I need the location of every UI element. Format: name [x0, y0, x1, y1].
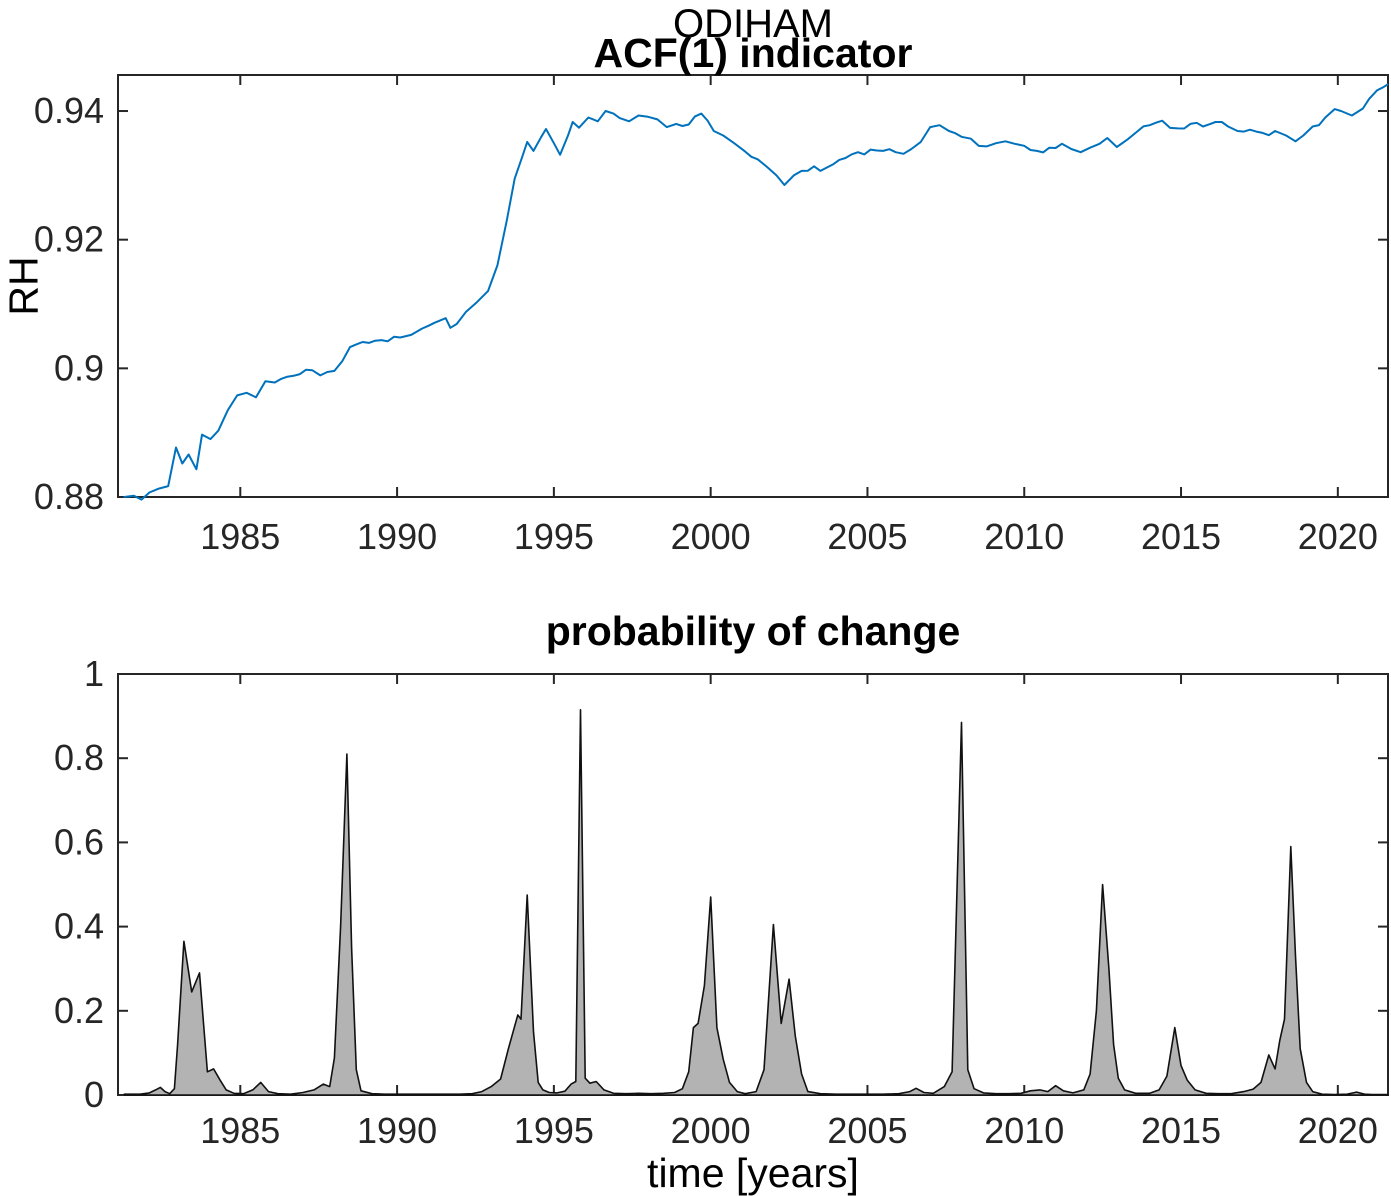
x-tick-label: 1985 [200, 516, 280, 557]
x-tick-label: 2005 [827, 516, 907, 557]
time-axis-label: time [years] [647, 1150, 859, 1196]
x-tick-label: 2020 [1298, 1110, 1378, 1151]
x-tick-label: 1985 [200, 1110, 280, 1151]
x-tick-label: 1990 [357, 516, 437, 557]
y-tick-label: 1 [84, 653, 104, 694]
x-tick-label: 2015 [1141, 516, 1221, 557]
acf-chart-title: ACF(1) indicator [593, 30, 913, 76]
y-tick-label: 0.92 [34, 219, 104, 260]
x-tick-label: 2005 [827, 1110, 907, 1151]
figure-suptitle: ODIHAM [673, 2, 833, 46]
x-tick-label: 1990 [357, 1110, 437, 1151]
x-tick-label: 1995 [514, 516, 594, 557]
rh-axis-label: RH [0, 256, 47, 316]
x-tick-label: 2010 [984, 1110, 1064, 1151]
y-tick-label: 0.2 [54, 990, 104, 1031]
plot-box [117, 673, 1389, 1096]
y-tick-label: 0.4 [54, 906, 104, 947]
x-tick-label: 2015 [1141, 1110, 1221, 1151]
y-tick-label: 0 [84, 1074, 104, 1115]
y-tick-label: 0.9 [54, 347, 104, 388]
x-tick-label: 1995 [514, 1110, 594, 1151]
y-tick-label: 0.94 [34, 90, 104, 131]
rh-line-series [123, 83, 1389, 501]
plot-box [117, 74, 1389, 498]
y-tick-label: 0.88 [34, 476, 104, 517]
probability-area-series [123, 709, 1389, 1096]
x-tick-label: 2010 [984, 516, 1064, 557]
probability-chart-title: probability of change [545, 608, 961, 654]
y-tick-label: 0.6 [54, 821, 104, 862]
x-tick-label: 2020 [1298, 516, 1378, 557]
x-tick-label: 2000 [671, 516, 751, 557]
y-tick-label: 0.8 [54, 737, 104, 778]
x-tick-label: 2000 [671, 1110, 751, 1151]
